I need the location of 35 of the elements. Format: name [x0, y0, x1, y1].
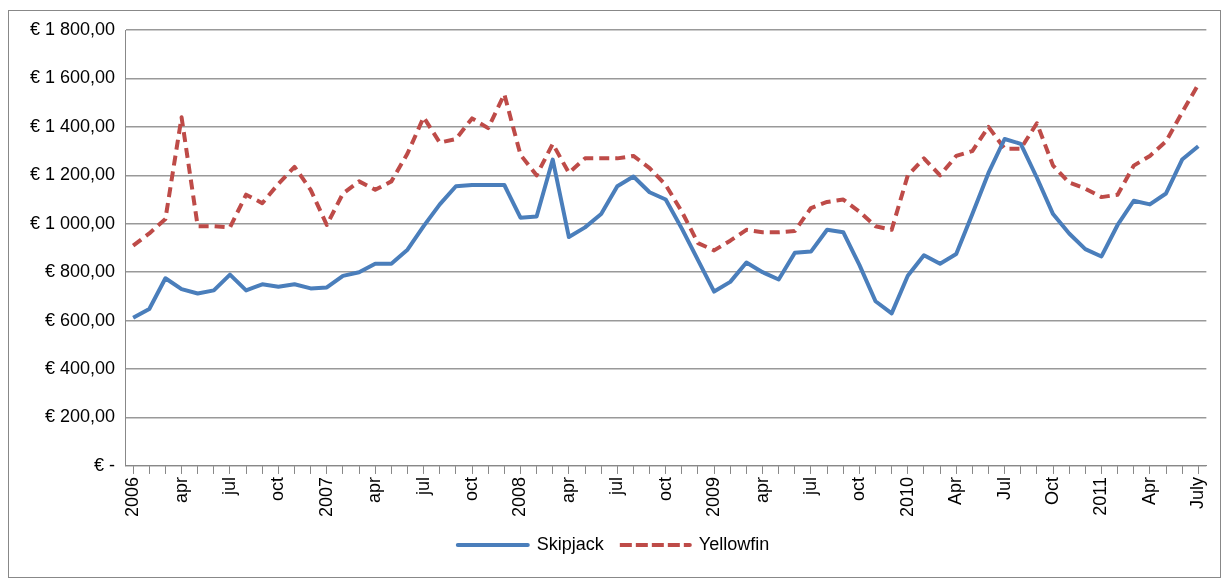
- x-tick-label: apr: [557, 476, 578, 503]
- x-tick-label: 2011: [1090, 476, 1111, 516]
- x-tick-label: Oct: [1042, 476, 1062, 505]
- y-tick-label: € 1 800,00: [30, 18, 116, 39]
- y-tick-label: € 800,00: [45, 261, 116, 282]
- x-tick-label: jul: [412, 476, 433, 496]
- x-tick-label: Apr: [945, 476, 966, 505]
- y-tick-label: € 1 600,00: [30, 67, 116, 88]
- x-tick-label: oct: [654, 476, 675, 501]
- x-tick-label: Apr: [1138, 476, 1159, 505]
- x-tick-label: 2007: [315, 476, 336, 517]
- x-tick-label: oct: [267, 476, 288, 501]
- y-tick-label: € 1 200,00: [30, 164, 116, 185]
- x-tick-label: jul: [799, 476, 820, 496]
- x-tick-label: Jul: [993, 476, 1014, 500]
- x-tick-label: apr: [751, 476, 772, 503]
- legend-label: Yellowfin: [698, 533, 770, 554]
- y-tick-label: € 400,00: [45, 358, 116, 379]
- x-tick-label: apr: [364, 476, 385, 503]
- y-tick-label: € 1 000,00: [30, 212, 116, 233]
- x-tick-label: oct: [461, 476, 482, 501]
- x-tick-label: apr: [170, 476, 191, 503]
- x-tick-label: 2009: [703, 476, 724, 517]
- x-tick-label: 2008: [509, 476, 530, 517]
- x-tick-label: 2006: [122, 476, 143, 517]
- x-tick-label: July: [1187, 476, 1208, 509]
- y-tick-label: € 200,00: [45, 406, 116, 427]
- y-tick-label: € -: [94, 454, 116, 475]
- x-tick-label: jul: [218, 476, 239, 496]
- y-tick-label: € 600,00: [45, 309, 116, 330]
- x-tick-label: oct: [848, 476, 869, 501]
- legend-label: Skipjack: [536, 533, 605, 554]
- x-tick-label: jul: [606, 476, 627, 496]
- x-tick-label: 2010: [896, 476, 917, 517]
- y-tick-label: € 1 400,00: [30, 115, 116, 136]
